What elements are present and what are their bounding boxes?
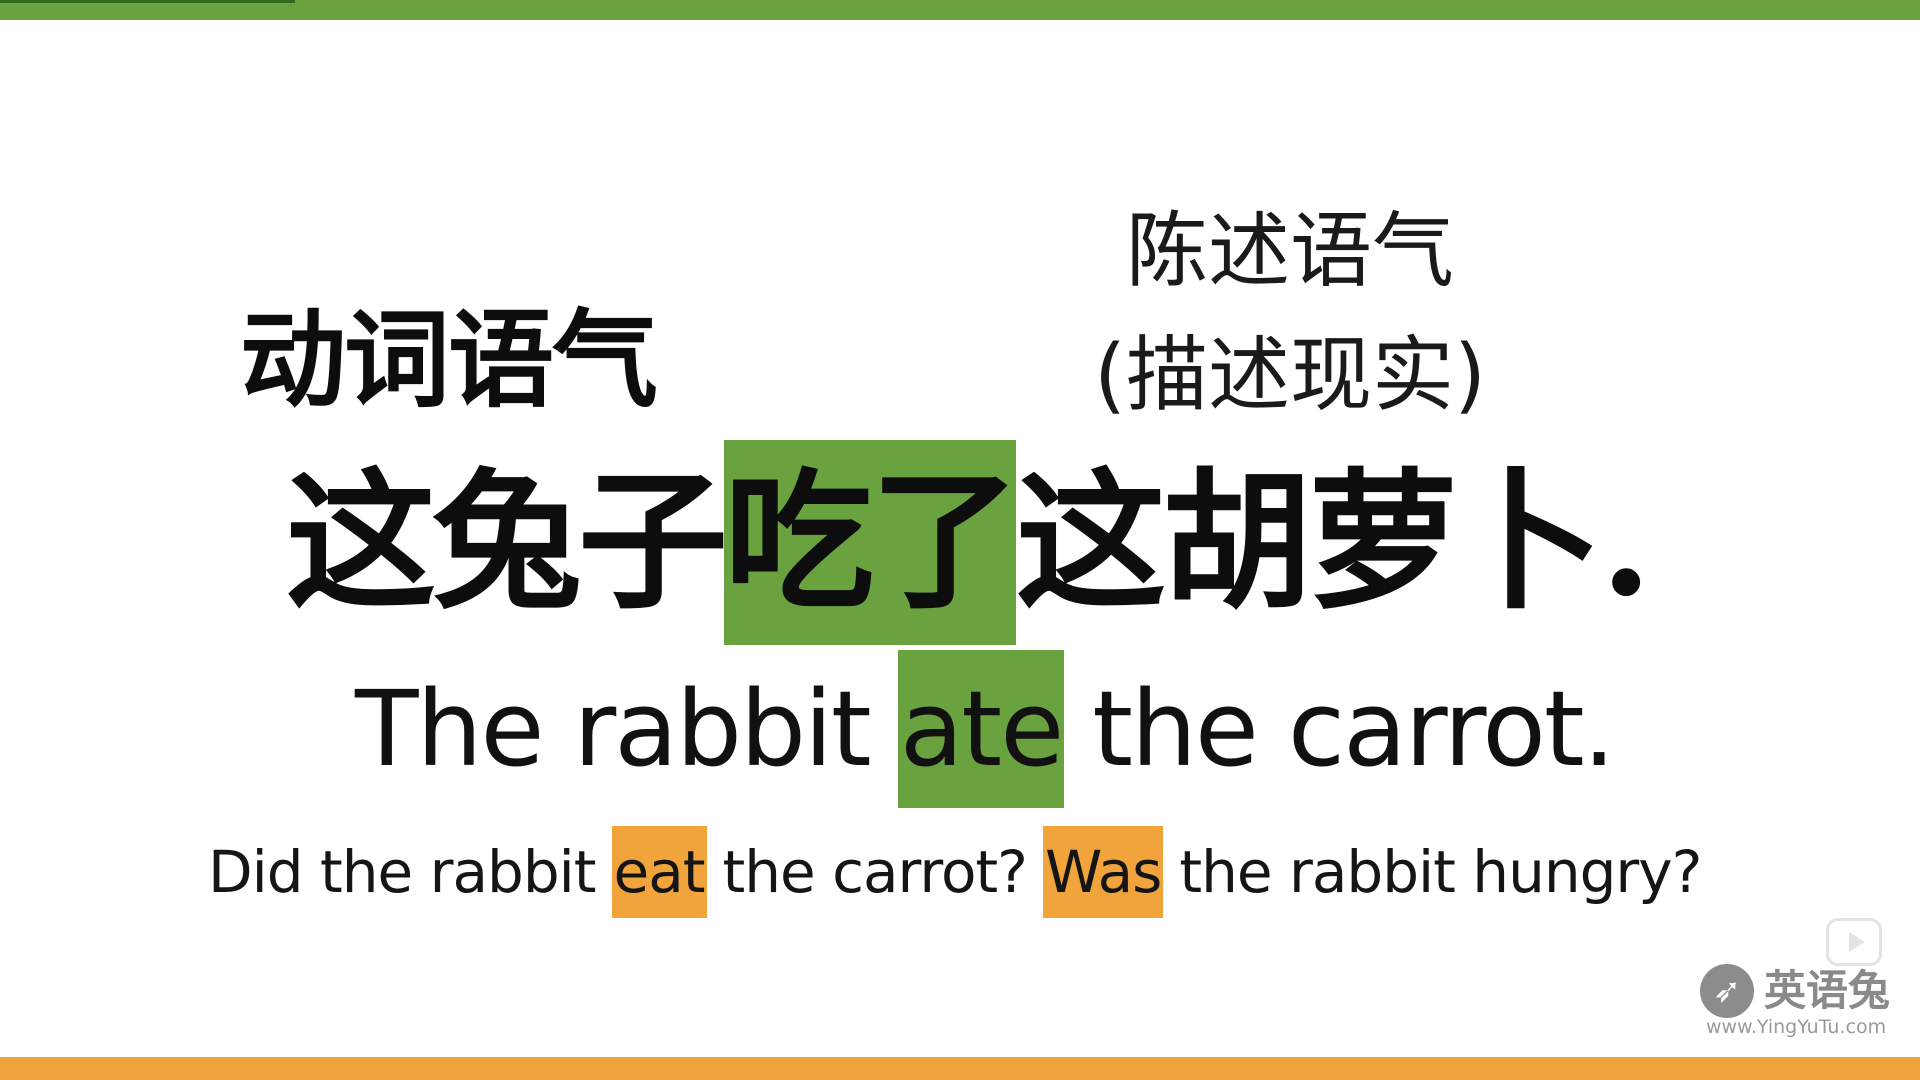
watermark: ➶ 英语兔 www.YingYuTu.com [1700,960,1900,1040]
chinese-verb-highlight: 吃了 [724,440,1020,645]
chinese-sentence: 这兔子 吃了 这胡萝卜. [286,440,1652,645]
question1-part1: Did the rabbit [208,838,597,906]
indicative-mood-block: 陈述语气 (描述现实) [1080,190,1500,438]
question1-verb-highlight: eat [611,826,707,918]
question2-verb-highlight: Was [1042,826,1164,918]
chinese-sentence-part2: 这胡萝卜. [1016,454,1652,630]
question1-part2: the carrot? [722,838,1028,906]
indicative-title: 陈述语气 [1125,204,1454,299]
watermark-url: www.YingYuTu.com [1706,1016,1887,1038]
indicative-description: (描述现实) [1094,328,1486,423]
watermark-name: 英语兔 [1764,966,1891,1015]
question-sentences: Did the rabbit eat the carrot? Was the rabbi… [208,826,1702,918]
verb-mood-label: 动词语气 [240,297,658,422]
english-sentence: The rabbit ate the carrot. [355,650,1616,808]
rabbit-logo-icon: ➶ [1700,964,1754,1018]
chinese-sentence-part1: 这兔子 [286,454,728,630]
play-icon[interactable] [1826,918,1882,966]
top-bar-progress-accent [0,0,295,3]
english-sentence-part2: the carrot. [1092,668,1616,790]
english-verb-highlight: ate [897,650,1065,808]
top-green-bar [0,0,1920,20]
bottom-orange-bar [0,1057,1920,1080]
question2-part2: the rabbit hungry? [1179,838,1702,906]
english-sentence-part1: The rabbit [355,668,872,790]
